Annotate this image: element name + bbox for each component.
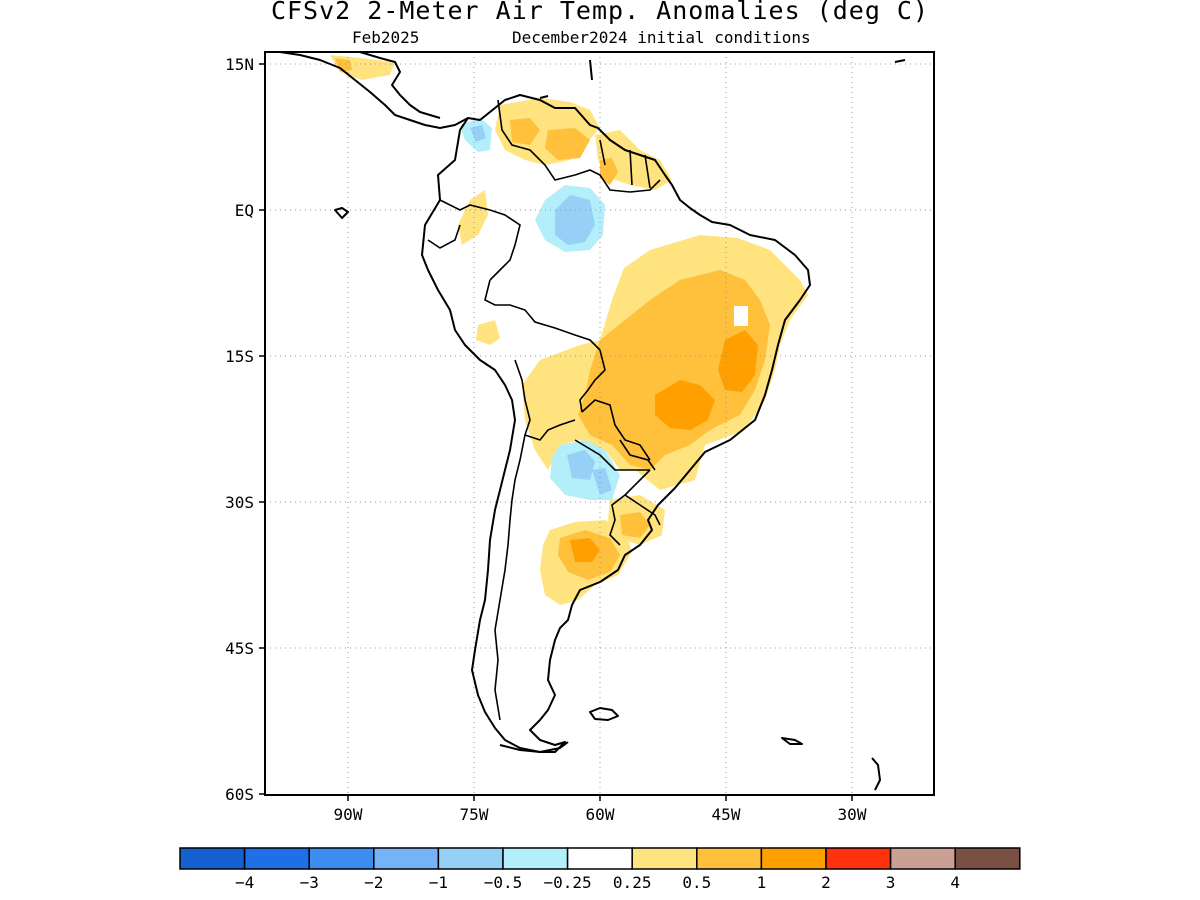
galapagos: [334, 207, 349, 219]
colorbar-swatch: [502, 847, 569, 870]
border-ecuador-peru: [427, 224, 461, 249]
anomaly-northeast-orange-light: [510, 118, 540, 145]
colorbar-label: −1: [429, 873, 448, 892]
anomaly-northeast-pale: [495, 98, 600, 165]
border-uruguay-brazil: [624, 494, 661, 526]
border-colombia-venezuela: [497, 99, 576, 181]
anomaly-shading: [330, 55, 808, 605]
colorbar-swatch: [825, 847, 892, 870]
anomaly-colombia-pale: [458, 190, 488, 245]
country-borders: [427, 99, 661, 721]
anomaly-brazil-orange-light: [578, 270, 770, 470]
tierra-del-fuego: [499, 741, 569, 753]
lon-tick-label: 90W: [334, 805, 363, 824]
anomaly-peru-pale: [476, 320, 500, 345]
initial-conditions-label: December2024 initial conditions: [512, 28, 811, 47]
colorbar-label: 1: [757, 873, 767, 892]
colorbar-label: −2: [364, 873, 383, 892]
colorbar-label: 4: [950, 873, 960, 892]
colorbar-label: −0.25: [544, 873, 592, 892]
coastlines: [279, 52, 906, 791]
colorbar-swatch: [696, 847, 763, 870]
border-brazil-paraguay: [619, 439, 656, 471]
south-america-coastline: [421, 94, 811, 753]
colorbar: −4 −3 −2 −1 −0.5 −0.25 0.25 0.5 1 2 3 4: [179, 847, 1021, 892]
border-peru-brazil-bolivia: [484, 279, 601, 351]
lon-tick-label: 30W: [838, 805, 867, 824]
lon-tick-label: 45W: [712, 805, 741, 824]
lat-tick-label: EQ: [235, 201, 254, 220]
colorbar-swatch: [954, 847, 1021, 870]
colorbar-swatch: [308, 847, 375, 870]
border-bolivia-brazil: [579, 349, 606, 413]
colorbar-label: 0.25: [613, 873, 652, 892]
anomaly-venezuela-orange-light: [545, 128, 590, 160]
lat-tick-label: 45S: [225, 639, 254, 658]
central-america-north-coast: [359, 52, 441, 119]
colorbar-label: 2: [821, 873, 831, 892]
colorbar-swatch: [243, 847, 310, 870]
latitude-axis: 15N EQ 15S 30S 45S 60S: [225, 55, 265, 804]
colorbar-swatch: [760, 847, 827, 870]
falklands: [589, 707, 619, 721]
colorbar-label: −0.5: [484, 873, 523, 892]
map-plot-area: [265, 52, 934, 795]
lat-tick-label: 30S: [225, 493, 254, 512]
colorbar-swatches: [179, 847, 1021, 870]
south-georgia: [781, 737, 803, 745]
anomaly-bahia-orange: [718, 330, 758, 392]
colorbar-label: −3: [300, 873, 319, 892]
lat-tick-label: 15N: [225, 55, 254, 74]
colorbar-swatch: [437, 847, 504, 870]
border-bolivia-paraguay: [581, 399, 651, 461]
anomaly-chaco-blue-2: [592, 468, 612, 495]
anomaly-uruguay-orange-light: [620, 512, 650, 538]
colorbar-label: −4: [235, 873, 254, 892]
colorbar-swatch: [631, 847, 698, 870]
border-guianas: [599, 139, 651, 189]
anomaly-chaco-blue: [567, 450, 595, 480]
forecast-month: Feb2025: [352, 28, 420, 47]
colorbar-label: 0.5: [682, 873, 711, 892]
colorbar-swatch: [179, 847, 246, 870]
longitude-axis: 90W 75W 60W 45W 30W: [334, 795, 867, 824]
map-title: CFSv2 2-Meter Air Temp. Anomalies (deg C…: [270, 0, 930, 25]
colorbar-swatch: [566, 847, 633, 870]
border-colombia-peru: [439, 199, 521, 281]
border-chile-argentina: [494, 434, 526, 721]
anomaly-white-cell: [734, 306, 748, 326]
central-america-coastline: [279, 52, 469, 129]
colorbar-label: 3: [886, 873, 896, 892]
lat-tick-label: 15S: [225, 347, 254, 366]
anomaly-colombia-blue: [470, 125, 486, 142]
anomaly-amazon-blue: [555, 195, 595, 245]
border-argentina-paraguay: [574, 439, 650, 471]
lon-tick-label: 60W: [586, 805, 615, 824]
border-venezuela-brazil: [574, 169, 661, 193]
anomaly-brazil-orange: [655, 380, 715, 430]
colorbar-swatch: [373, 847, 440, 870]
lat-tick-label: 60S: [225, 785, 254, 804]
colorbar-swatch: [889, 847, 956, 870]
south-sandwich: [871, 757, 881, 791]
anomaly-argentina-orange: [570, 538, 600, 562]
colorbar-labels: −4 −3 −2 −1 −0.5 −0.25 0.25 0.5 1 2 3 4: [235, 873, 960, 892]
border-argentina-brazil-uruguay: [609, 469, 651, 546]
lon-tick-label: 75W: [460, 805, 489, 824]
caribbean-islands: [539, 59, 906, 99]
